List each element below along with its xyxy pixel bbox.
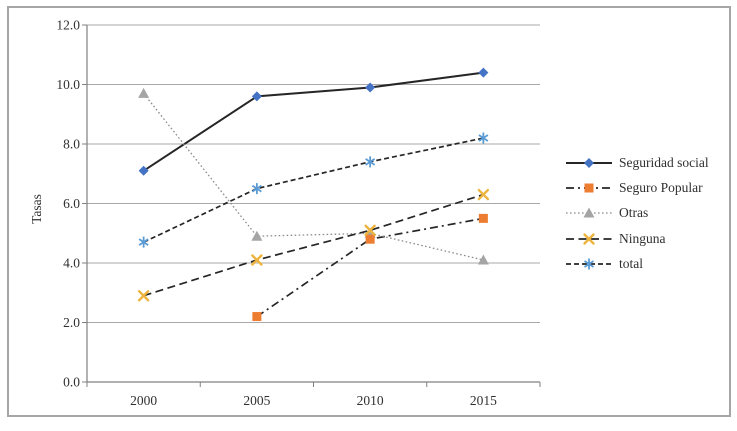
diamond-marker-icon bbox=[584, 157, 594, 168]
diamond-marker-icon bbox=[138, 165, 149, 176]
x-marker-icon bbox=[251, 254, 263, 266]
y-tick-label: 4.0 bbox=[63, 256, 80, 271]
y-tick-label: 12.0 bbox=[56, 18, 80, 33]
asterisk-marker-icon bbox=[138, 236, 149, 248]
triangle-marker-icon bbox=[138, 87, 150, 98]
y-axis-title: Tasas bbox=[29, 194, 44, 224]
x-tick-label: 2010 bbox=[357, 393, 384, 408]
legend-swatch bbox=[566, 157, 612, 168]
square-marker-icon bbox=[478, 213, 488, 223]
x-tick-label: 2015 bbox=[470, 393, 497, 408]
figure-frame bbox=[7, 6, 731, 417]
square-marker-icon bbox=[584, 183, 594, 193]
legend-swatch bbox=[566, 183, 612, 193]
y-tick-label: 6.0 bbox=[63, 196, 80, 211]
asterisk-marker-icon bbox=[365, 156, 376, 168]
series-line bbox=[143, 92, 484, 261]
y-tick-label: 0.0 bbox=[63, 375, 80, 390]
diamond-marker-icon bbox=[251, 91, 262, 102]
asterisk-marker-icon bbox=[251, 183, 262, 195]
x-marker-icon bbox=[364, 224, 376, 236]
asterisk-marker-icon bbox=[478, 132, 489, 144]
triangle-marker-icon bbox=[583, 207, 595, 218]
chart-legend: Seguridad social Seguro Popular Otras Ningu… bbox=[565, 150, 709, 277]
legend-label: Seguridad social bbox=[619, 154, 709, 170]
legend-swatch bbox=[566, 207, 612, 218]
y-tick-label: 2.0 bbox=[63, 315, 80, 330]
x-marker-icon bbox=[477, 188, 490, 201]
legend-label: Ninguna bbox=[619, 230, 666, 246]
diamond-marker-icon bbox=[365, 82, 376, 93]
series-line bbox=[143, 193, 484, 297]
legend-swatch bbox=[566, 233, 612, 245]
triangle-marker-icon bbox=[477, 254, 489, 265]
legend-label: Otras bbox=[619, 205, 649, 221]
series-line bbox=[143, 71, 484, 172]
x-tick-label: 2005 bbox=[243, 393, 270, 408]
legend-item: Seguridad social bbox=[565, 150, 709, 175]
series-line bbox=[143, 137, 484, 243]
y-tick-label: 8.0 bbox=[63, 137, 80, 152]
legend-label: total bbox=[619, 256, 643, 272]
legend-item: Seguro Popular bbox=[565, 175, 709, 200]
diamond-marker-icon bbox=[478, 67, 489, 78]
legend-label: Seguro Popular bbox=[619, 180, 703, 196]
legend-item: Otras bbox=[565, 201, 709, 226]
y-tick-label: 10.0 bbox=[56, 77, 80, 92]
x-marker-icon bbox=[137, 290, 150, 302]
x-tick-label: 2000 bbox=[130, 393, 157, 408]
triangle-marker-icon bbox=[251, 230, 263, 241]
square-marker-icon bbox=[365, 234, 375, 244]
legend-item: total bbox=[565, 252, 709, 277]
square-marker-icon bbox=[252, 312, 262, 322]
asterisk-marker-icon bbox=[584, 258, 594, 270]
legend-item: Ninguna bbox=[565, 226, 709, 251]
x-marker-icon bbox=[583, 233, 595, 245]
legend-swatch bbox=[566, 258, 612, 270]
